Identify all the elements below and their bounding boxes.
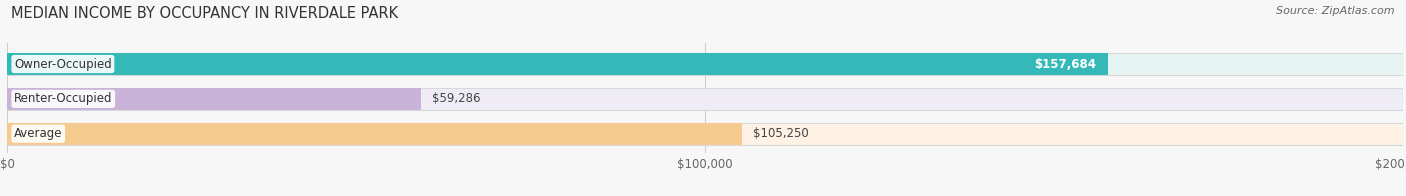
Text: Source: ZipAtlas.com: Source: ZipAtlas.com [1277, 6, 1395, 16]
Bar [7, 88, 1403, 110]
Text: $59,286: $59,286 [432, 92, 481, 105]
Text: MEDIAN INCOME BY OCCUPANCY IN RIVERDALE PARK: MEDIAN INCOME BY OCCUPANCY IN RIVERDALE … [11, 6, 398, 21]
Bar [7, 123, 1403, 144]
Text: Renter-Occupied: Renter-Occupied [14, 92, 112, 105]
Bar [7, 53, 1403, 75]
Text: $105,250: $105,250 [754, 127, 808, 140]
Bar [7, 123, 742, 144]
Bar [7, 53, 1108, 75]
Text: $157,684: $157,684 [1035, 58, 1097, 71]
Text: Owner-Occupied: Owner-Occupied [14, 58, 111, 71]
Bar [7, 88, 420, 110]
Text: Average: Average [14, 127, 62, 140]
